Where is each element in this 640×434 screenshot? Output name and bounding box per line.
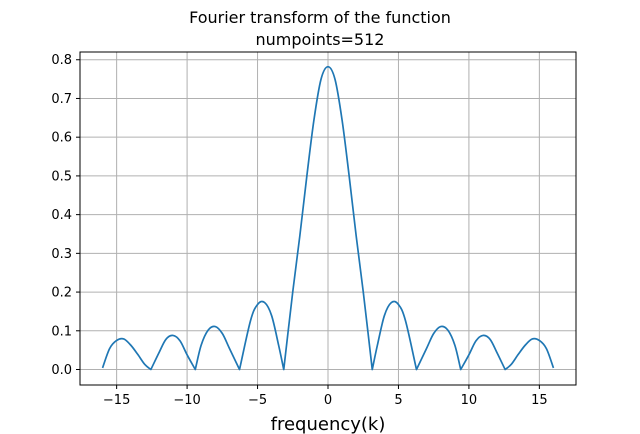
grid-layer: [80, 52, 576, 385]
x-tick-label: 10: [461, 393, 478, 408]
y-tick-label: 0.0: [51, 363, 72, 378]
y-tick-label: 0.1: [51, 324, 72, 339]
x-tick-label: −5: [248, 393, 267, 408]
series-layer: [101, 65, 555, 371]
y-tick-label: 0.4: [51, 208, 72, 223]
series-line: [101, 65, 555, 371]
x-tick-label: −10: [173, 393, 200, 408]
y-tick-label: 0.8: [51, 53, 72, 68]
y-tick-label: 0.5: [51, 169, 72, 184]
y-tick-label: 0.3: [51, 247, 72, 262]
y-tick-label: 0.6: [51, 131, 72, 146]
y-tick-label: 0.7: [51, 92, 72, 107]
chart-title: Fourier transform of the function: [189, 8, 451, 27]
x-tick-label: −15: [103, 393, 130, 408]
x-tick-label: 15: [531, 393, 548, 408]
x-tick-label: 5: [394, 393, 402, 408]
y-tick-label: 0.2: [51, 286, 72, 301]
tick-layer: −15 −10 −5 0 5 10 15 0.0 0.1 0.2 0.3 0.4 0.5 0.6 0.7 0.…: [51, 53, 547, 408]
chart-subtitle: numpoints=512: [256, 30, 385, 49]
x-axis-label: frequency(k): [271, 414, 386, 434]
x-tick-label: 0: [324, 393, 332, 408]
